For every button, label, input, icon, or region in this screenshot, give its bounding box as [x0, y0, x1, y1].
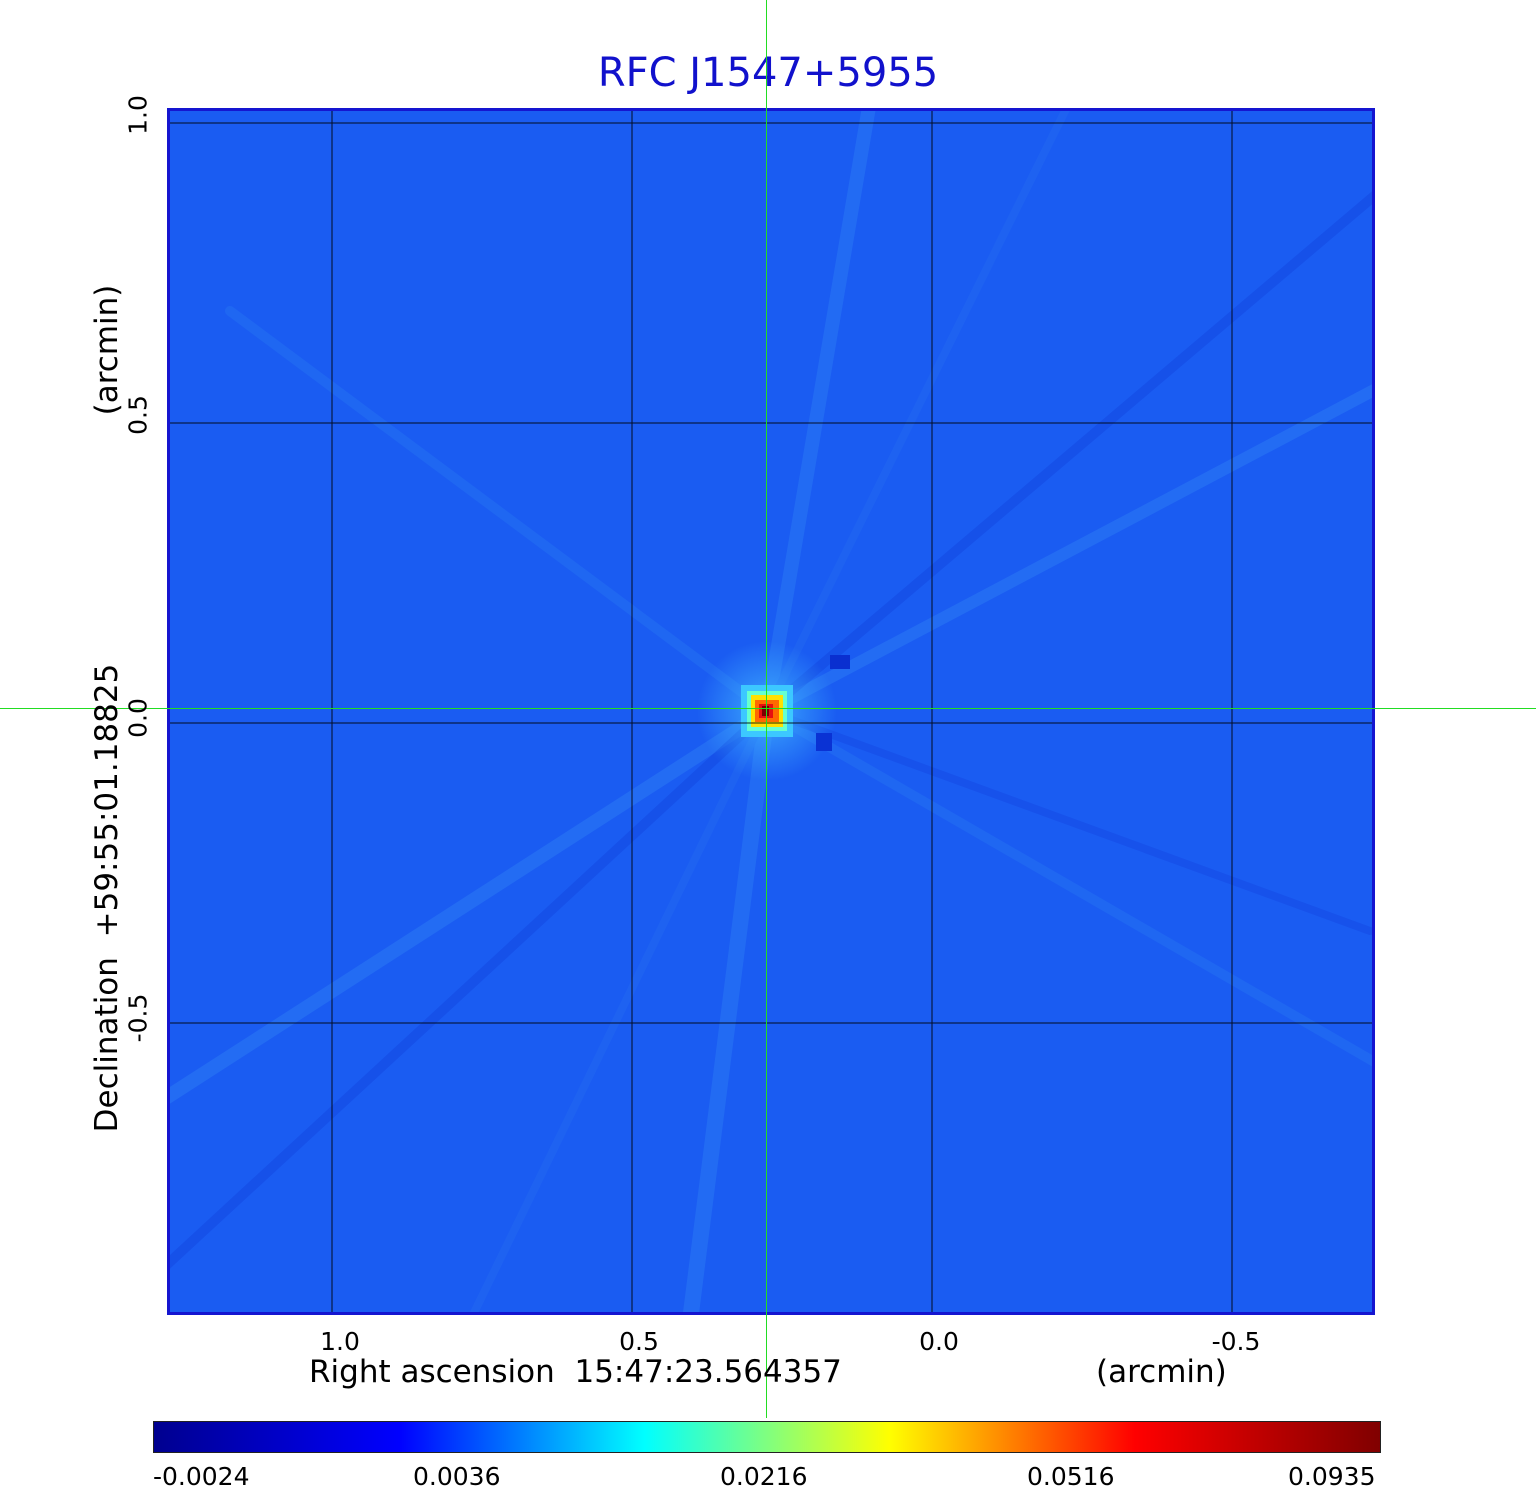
x-axis-label: Right ascension 15:47:23.564357 — [309, 1354, 842, 1390]
colorbar — [153, 1421, 1381, 1453]
x-axis-unit: (arcmin) — [1096, 1354, 1227, 1390]
colorbar-tick-label: 0.0216 — [720, 1462, 808, 1491]
x-tick-label: 0.5 — [619, 1327, 659, 1356]
y-tick-label: 0.0 — [123, 698, 153, 738]
colorbar-tick-label: 0.0935 — [1288, 1462, 1376, 1491]
colorbar-tick-label: -0.0024 — [153, 1462, 250, 1491]
y-axis-unit: (arcmin) — [89, 284, 125, 416]
y-tick-label: -0.5 — [123, 993, 153, 1043]
sky-image-panel[interactable] — [167, 108, 1375, 1315]
sky-map — [170, 111, 1372, 1312]
y-tick-label: 1.0 — [123, 95, 153, 135]
y-tick-label: 0.5 — [123, 395, 153, 435]
x-tick-label: -0.5 — [1211, 1327, 1261, 1356]
source-pixels — [741, 655, 850, 751]
x-tick-label: 1.0 — [320, 1327, 360, 1356]
x-tick-label: 0.0 — [919, 1327, 959, 1356]
colorbar-tick-label: 0.0036 — [413, 1462, 501, 1491]
sidelobe-streaks — [170, 111, 1372, 1312]
colorbar-tick-label: 0.0516 — [1027, 1462, 1115, 1491]
dark-streaks — [170, 191, 1372, 1269]
grid-lines — [170, 111, 1372, 1312]
crosshair-vertical — [766, 0, 767, 1418]
y-axis-label: Declination +59:55:01.18825 — [89, 663, 125, 1133]
crosshair-horizontal — [0, 708, 1536, 709]
image-title: RFC J1547+5955 — [597, 50, 939, 96]
